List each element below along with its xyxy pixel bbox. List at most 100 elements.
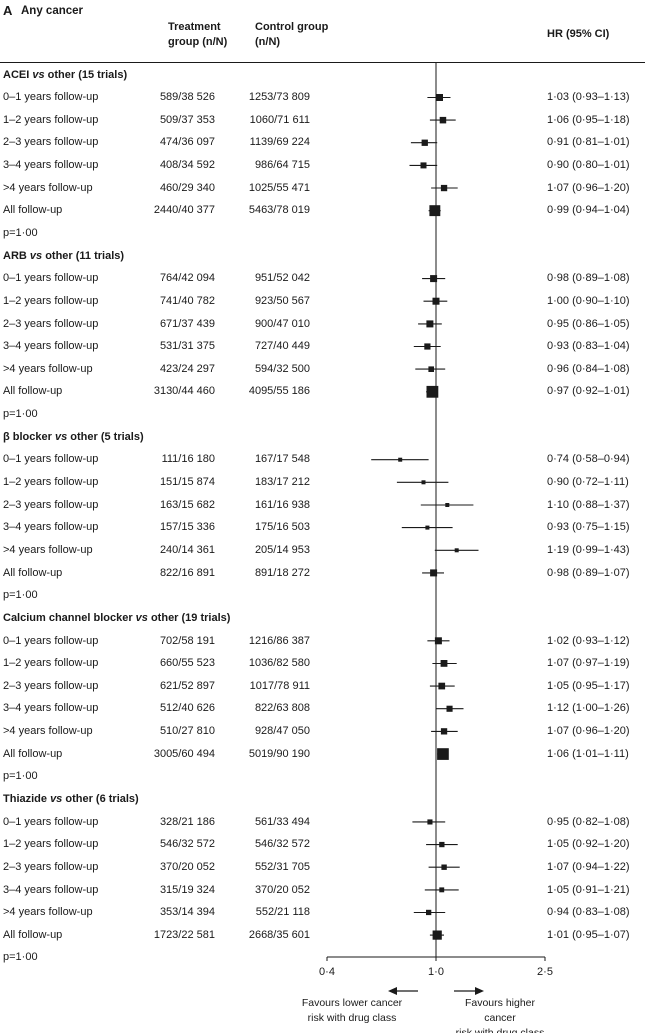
treatment-value: 509/37 353 [159, 113, 215, 126]
control-value: 1216/86 387 [248, 634, 310, 647]
row-label: All follow-up [3, 928, 63, 941]
hr-ci-value: 1·07 (0·96–1·20) [547, 725, 630, 738]
section-row-ACEI: ACEI vs other (15 trials) [0, 64, 645, 87]
control-value: 727/40 449 [254, 340, 310, 353]
control-value: 546/32 572 [254, 838, 310, 851]
row-label: 2–3 years follow-up [3, 317, 99, 330]
forest-row: 0–1 years follow-up 764/42 094 951/52 042 0… [0, 267, 645, 290]
control-value: 891/18 272 [254, 566, 310, 579]
treatment-value: 741/40 782 [159, 294, 215, 307]
treatment-value: 2440/40 377 [153, 204, 215, 217]
forest-row: All follow-up 3130/44 460 4095/55 186 0·97 … [0, 380, 645, 403]
forest-row: 1–2 years follow-up 546/32 572 546/32 572 1… [0, 833, 645, 856]
forest-row: >4 years follow-up 423/24 297 594/32 500 0·… [0, 358, 645, 381]
treatment-value: 621/52 897 [159, 679, 215, 692]
treatment-value: 408/34 592 [159, 159, 215, 172]
forest-row: >4 years follow-up 460/29 340 1025/55 471 1… [0, 177, 645, 200]
hr-ci-value: 1·19 (0·99–1·43) [547, 543, 630, 556]
treatment-value: 671/37 439 [159, 317, 215, 330]
hr-ci-value: 0·90 (0·80–1·01) [547, 159, 630, 172]
forest-row: All follow-up 822/16 891 891/18 272 0·98 (0… [0, 562, 645, 585]
section-header-vs: vs [32, 68, 45, 81]
treatment-value: 531/31 375 [159, 340, 215, 353]
hr-ci-value: 0·91 (0·81–1·01) [547, 136, 630, 149]
forest-row: 1–2 years follow-up 509/37 353 1060/71 611… [0, 109, 645, 132]
hr-ci-value: 1·12 (1·00–1·26) [547, 702, 630, 715]
p-value-row: p=1·00 [0, 403, 645, 426]
control-value: 4095/55 186 [248, 385, 310, 398]
forest-row: >4 years follow-up 240/14 361 205/14 953 1·… [0, 539, 645, 562]
forest-row: 3–4 years follow-up 531/31 375 727/40 449 0… [0, 335, 645, 358]
treatment-value: 353/14 394 [159, 906, 215, 919]
control-value: 822/63 808 [254, 702, 310, 715]
section-header-drug: β blocker [3, 430, 55, 443]
hr-ci-value: 0·93 (0·75–1·15) [547, 521, 630, 534]
row-label: >4 years follow-up [3, 543, 93, 556]
control-value: 951/52 042 [254, 272, 310, 285]
hr-ci-value: 1·01 (0·95–1·07) [547, 928, 630, 941]
p-value-row: p=1·00 [0, 765, 645, 788]
treatment-value: 163/15 682 [159, 498, 215, 511]
control-value: 561/33 494 [254, 815, 310, 828]
favours-higher-arrow [454, 987, 484, 995]
forest-row: 2–3 years follow-up 621/52 897 1017/78 911… [0, 675, 645, 698]
hr-ci-value: 1·07 (0·97–1·19) [547, 657, 630, 670]
hr-ci-value: 1·07 (0·96–1·20) [547, 181, 630, 194]
hr-ci-value: 0·97 (0·92–1·01) [547, 385, 630, 398]
section-header-vs: vs [135, 611, 148, 624]
row-label: >4 years follow-up [3, 725, 93, 738]
control-value: 167/17 548 [254, 453, 310, 466]
control-value: 1017/78 911 [249, 679, 310, 692]
treatment-value: 660/55 523 [159, 657, 215, 670]
row-label: 2–3 years follow-up [3, 679, 99, 692]
forest-row: 1–2 years follow-up 660/55 523 1036/82 580… [0, 652, 645, 675]
treatment-value: 315/19 324 [159, 883, 215, 896]
hr-ci-value: 1·06 (0·95–1·18) [547, 113, 630, 126]
control-value: 205/14 953 [254, 543, 310, 556]
section-header-vs: vs [54, 430, 68, 443]
row-label: 1–2 years follow-up [3, 294, 99, 307]
hr-ci-value: 1·02 (0·93–1·12) [547, 634, 630, 647]
row-label: 2–3 years follow-up [3, 136, 99, 149]
forest-row: >4 years follow-up 510/27 810 928/47 050 1·… [0, 720, 645, 743]
column-header-control: Control group (n/N) [255, 21, 329, 48]
forest-row: 0–1 years follow-up 589/38 526 1253/73 809… [0, 86, 645, 109]
section-row-calcium-channel-blocker: Calcium channel blocker vs other (19 tri… [0, 607, 645, 630]
hr-ci-value: 0·93 (0·83–1·04) [547, 340, 630, 353]
forest-row: 1–2 years follow-up 151/15 874 183/17 212 0… [0, 471, 645, 494]
forest-row: 2–3 years follow-up 671/37 439 900/47 010 0… [0, 313, 645, 336]
hr-ci-value: 1·10 (0·88–1·37) [547, 498, 630, 511]
treatment-value: 512/40 626 [159, 702, 215, 715]
forest-row: 3–4 years follow-up 315/19 324 370/20 052 1… [0, 879, 645, 902]
row-label: 0–1 years follow-up [3, 91, 99, 104]
hr-ci-value: 1·06 (1·01–1·11) [547, 747, 629, 760]
treatment-value: 589/38 526 [159, 91, 215, 104]
section-row-beta-blocker: β blocker vs other (5 trials) [0, 426, 645, 449]
row-label: 3–4 years follow-up [3, 159, 99, 172]
control-value: 1253/73 809 [248, 91, 310, 104]
treatment-value: 702/58 191 [159, 634, 215, 647]
forest-row: 0–1 years follow-up 702/58 191 1216/86 387… [0, 630, 645, 653]
forest-row: 2–3 years follow-up 163/15 682 161/16 938 1… [0, 494, 645, 517]
section-header-drug: ARB [3, 249, 30, 262]
panel-label: A [3, 3, 13, 18]
section-header-vs: vs [50, 792, 63, 805]
hr-ci-value: 0·99 (0·94–1·04) [547, 204, 630, 217]
row-label: 2–3 years follow-up [3, 860, 99, 873]
control-value: 923/50 567 [254, 294, 310, 307]
control-value: 183/17 212 [254, 476, 310, 489]
forest-row: >4 years follow-up 353/14 394 552/21 118 0·… [0, 901, 645, 924]
section-header: ARB vs other (11 trials) [3, 245, 124, 268]
hr-ci-value: 1·03 (0·93–1·13) [547, 91, 630, 104]
favours-lower-caption: Favours lower cancer risk with drug clas… [300, 996, 404, 1026]
p-value-label: p=1·00 [3, 770, 38, 783]
forest-row: 3–4 years follow-up 408/34 592 986/64 715 0… [0, 154, 645, 177]
forest-row: 0–1 years follow-up 328/21 186 561/33 494 0… [0, 811, 645, 834]
section-row-ARB: ARB vs other (11 trials) [0, 245, 645, 268]
treatment-value: 157/15 336 [159, 521, 215, 534]
section-header-vs: vs [29, 249, 43, 262]
section-header: β blocker vs other (5 trials) [3, 426, 144, 449]
treatment-value: 510/27 810 [159, 725, 215, 738]
treatment-value: 3005/60 494 [153, 747, 215, 760]
